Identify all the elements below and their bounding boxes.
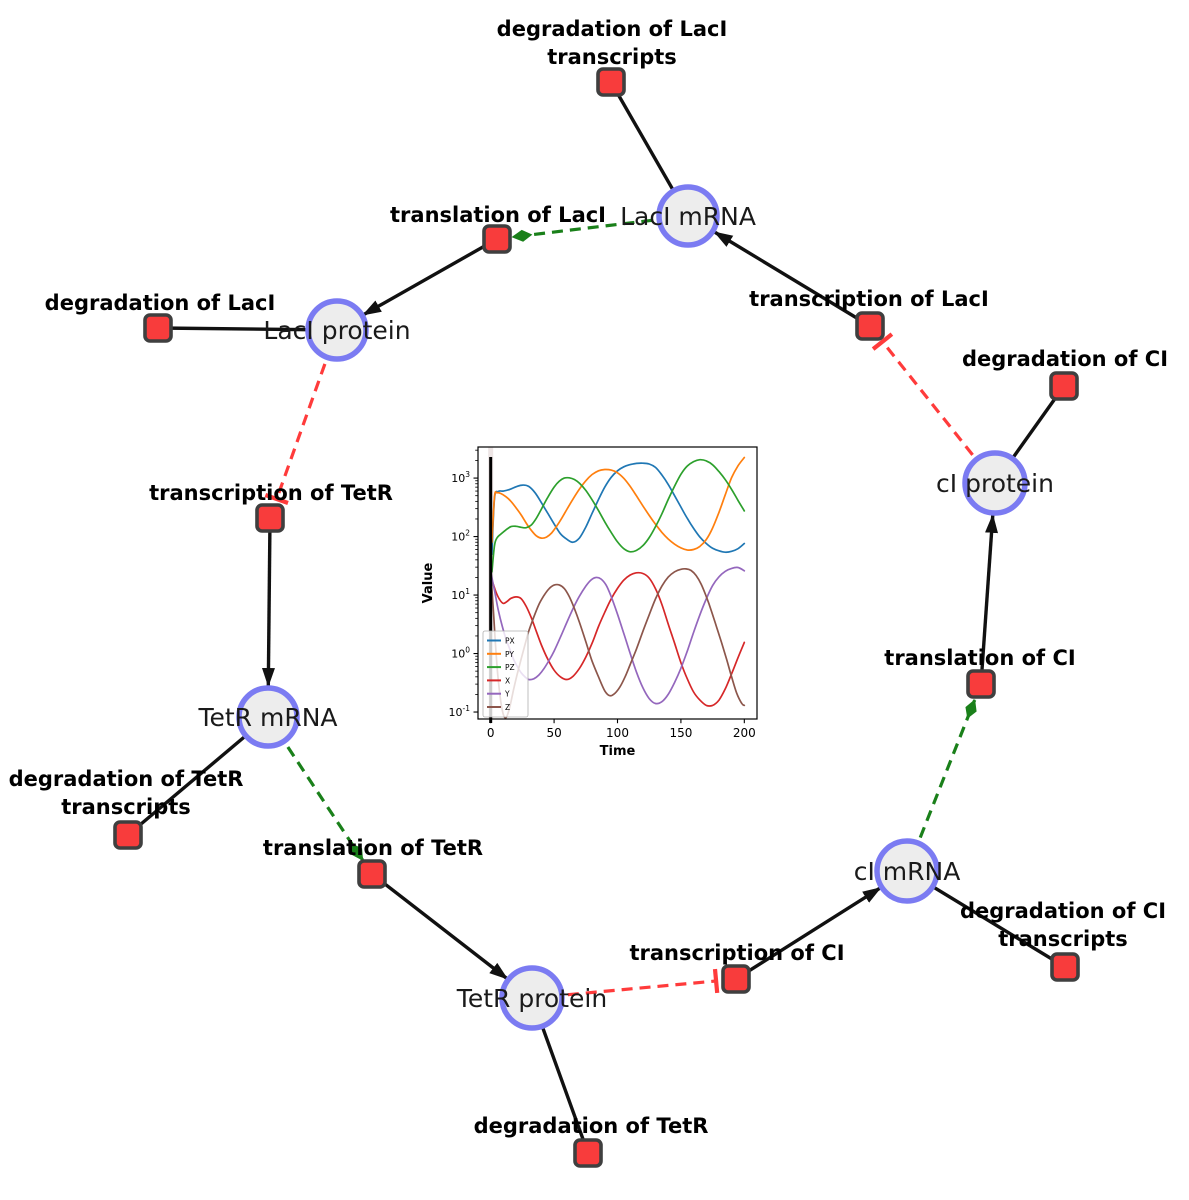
reaction-label: degradation of CI [962, 347, 1168, 371]
species-node-ci-mrna [874, 838, 940, 904]
axis-ticks: 10-1 100 101 102 103 0 50 100 150 200 [449, 449, 756, 740]
edge-laci-mrna-modifies-translation-of-laci [511, 214, 689, 242]
species-label: LacI mRNA [620, 202, 756, 231]
legend-label-X: X [505, 676, 510, 685]
x-tick-label: 100 [606, 726, 629, 740]
reaction-label: degradation of TetR [9, 767, 244, 791]
edge-ci-protein-inhibits-transcription-of-laci [871, 332, 997, 484]
reaction-label: degradation of LacI [45, 291, 276, 315]
legend-label-PX: PX [505, 637, 515, 646]
x-axis-label: Time [600, 744, 636, 759]
edge-translation-of-laci-to-laci-protein [362, 237, 498, 317]
chart-line-PZ [491, 458, 746, 573]
reaction-label: transcription of LacI [749, 287, 989, 311]
reaction-label: translation of TetR [263, 836, 483, 860]
reaction-node-translation-of-tetr [357, 859, 387, 889]
reaction-node-degradation-of-tetr [573, 1138, 603, 1168]
reaction-node-transcription-of-laci [855, 311, 885, 341]
chart-line-X [489, 571, 746, 707]
reaction-label: degradation of TetR [474, 1114, 709, 1138]
y-tick-label: 100 [451, 646, 470, 661]
labels: degradation of LacI transcripts translat… [9, 17, 1168, 1138]
species-nodes [236, 184, 1028, 1031]
species-node-tetr-mrna [236, 685, 300, 749]
reaction-node-degradation-of-laci-transcripts [596, 67, 626, 97]
species-node-tetr-protein [499, 965, 565, 1031]
x-tick-label: 50 [546, 726, 561, 740]
species-label: TetR mRNA [197, 703, 337, 732]
reaction-label: transcripts [547, 45, 677, 69]
reaction-label: transcripts [998, 927, 1128, 951]
y-tick-label: 101 [451, 587, 470, 602]
reaction-node-degradation-of-laci [143, 313, 173, 343]
edge-ci-mrna-modifies-translation-of-ci [905, 699, 977, 872]
x-tick-label: 150 [669, 726, 692, 740]
y-tick-label: 10-1 [449, 704, 471, 719]
edge-translation-of-ci-to-ci-protein [979, 513, 999, 685]
reaction-label: translation of CI [884, 646, 1075, 670]
chart-legend: PX PY PZ XYZ [482, 630, 529, 718]
reaction-node-degradation-of-ci [1049, 371, 1079, 401]
edge-laci-protein-inhibits-transcription-of-tetr [264, 329, 339, 506]
y-axis-label: Value [421, 562, 436, 603]
edge-transcription-of-tetr-to-tetr-mrna [261, 517, 275, 687]
x-tick-label: 200 [733, 726, 756, 740]
reaction-node-translation-of-laci [482, 224, 512, 254]
legend-label-PY: PY [505, 650, 514, 659]
y-tick-label: 103 [451, 470, 470, 485]
species-label: cI protein [936, 469, 1054, 498]
species-label: LacI protein [263, 316, 410, 345]
reaction-node-degradation-of-ci-transcripts [1050, 952, 1080, 982]
species-label: cI mRNA [854, 857, 961, 886]
legend-box [482, 630, 529, 718]
chart-line-PY [491, 456, 746, 551]
reaction-label: transcription of CI [629, 941, 844, 965]
species-node-laci-mrna [656, 184, 720, 248]
reaction-node-degradation-of-tetr-transcripts [113, 820, 143, 850]
y-tick-label: 102 [451, 529, 470, 544]
reaction-node-translation-of-ci [966, 669, 996, 699]
reaction-node-transcription-of-tetr [255, 503, 285, 533]
edge-translation-of-tetr-to-tetr-protein [370, 872, 509, 981]
reaction-label: degradation of LacI [497, 17, 728, 41]
legend-label-PZ: PZ [505, 663, 515, 672]
chart-line-PX [491, 462, 746, 556]
reaction-nodes [113, 67, 1080, 1168]
legend-label-Z: Z [505, 703, 510, 712]
reaction-label: transcripts [61, 795, 191, 819]
chart-line-Z [489, 567, 746, 719]
chart-series [489, 456, 746, 719]
reaction-label: translation of LacI [390, 203, 606, 227]
reaction-node-transcription-of-ci [721, 964, 751, 994]
species-node-laci-protein [305, 298, 369, 362]
species-label: TetR protein [456, 984, 607, 1013]
species-node-ci-protein [962, 450, 1028, 516]
x-tick-label: 0 [487, 726, 495, 740]
edge-transcription-of-ci-to-ci-mrna [735, 886, 882, 981]
reaction-label: degradation of CI [960, 899, 1166, 923]
legend-label-Y: Y [504, 690, 510, 699]
edge-tetr-protein-inhibits-transcription-of-ci [531, 968, 720, 1000]
reaction-label: transcription of TetR [149, 481, 393, 505]
edge-transcription-of-laci-to-laci-mrna [713, 230, 871, 328]
